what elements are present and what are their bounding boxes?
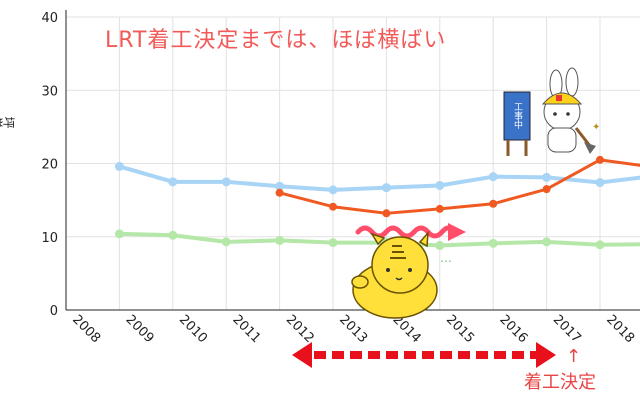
grid-lines bbox=[66, 16, 640, 310]
wavy-arrow-icon bbox=[355, 223, 466, 241]
data-point bbox=[168, 230, 178, 240]
data-point bbox=[221, 177, 231, 187]
series-line-0 bbox=[118, 164, 640, 192]
data-point bbox=[275, 181, 285, 191]
y-tick-label: 20 bbox=[41, 158, 58, 173]
y-tick-label: 40 bbox=[41, 11, 58, 26]
annotation-arrow-glyph: ↑ bbox=[566, 346, 581, 367]
data-point bbox=[488, 172, 498, 182]
tiger-mascot-icon: … bbox=[351, 230, 452, 319]
x-tick-label: 2016 bbox=[496, 312, 530, 346]
data-point bbox=[542, 185, 551, 194]
data-point bbox=[596, 155, 604, 164]
data-point bbox=[435, 204, 444, 213]
sign-text: 工事中 bbox=[512, 102, 523, 130]
x-tick-label: 2009 bbox=[123, 312, 157, 346]
y-tick-label: 30 bbox=[41, 84, 58, 99]
y-tick-label: 10 bbox=[41, 231, 58, 246]
data-point bbox=[542, 237, 552, 247]
data-point bbox=[168, 177, 178, 187]
data-point bbox=[381, 183, 391, 193]
x-tick-label: 2018 bbox=[603, 312, 637, 346]
x-tick-label: 2011 bbox=[229, 312, 263, 346]
data-point bbox=[542, 172, 552, 182]
annotation-label: 着工決定 bbox=[524, 372, 596, 393]
data-point bbox=[488, 238, 498, 248]
data-point bbox=[221, 237, 231, 247]
data-point bbox=[329, 202, 337, 211]
data-point bbox=[275, 188, 284, 197]
data-point bbox=[275, 235, 285, 245]
x-tick-label: 2008 bbox=[69, 312, 103, 346]
data-point bbox=[382, 209, 391, 218]
data-point bbox=[595, 240, 605, 250]
axes bbox=[65, 10, 640, 311]
y-tick-label: 0 bbox=[50, 304, 58, 319]
data-point bbox=[328, 238, 338, 248]
x-tick-label: 2015 bbox=[443, 312, 477, 346]
y-tick-labels: 0 10 20 30 40 bbox=[41, 11, 58, 319]
data-point bbox=[114, 229, 124, 239]
data-point bbox=[114, 161, 124, 171]
data-point bbox=[328, 185, 338, 195]
period-arrow bbox=[292, 342, 556, 368]
x-tick-label: 2017 bbox=[550, 312, 584, 346]
x-tick-label: 2010 bbox=[176, 312, 210, 346]
data-point bbox=[435, 241, 445, 251]
series-line-1 bbox=[279, 158, 640, 215]
svg-text:✦: ✦ bbox=[592, 122, 600, 133]
x-tick-label: 2012 bbox=[283, 312, 317, 346]
rabbit-worker-icon: 工事中 ✦ bbox=[503, 67, 600, 156]
y-axis-label: 坪単価 万円/坪 bbox=[0, 115, 15, 129]
data-point bbox=[595, 178, 605, 188]
data-point bbox=[435, 180, 445, 190]
svg-text:…: … bbox=[440, 251, 452, 265]
chart-title: LRT着工決定までは、ほぼ横ばい bbox=[105, 28, 446, 53]
data-point bbox=[489, 199, 498, 208]
x-tick-labels: 2008 2009 2010 2011 2012 2013 2014 2015 2016 2017… bbox=[69, 312, 637, 346]
x-tick-label: 2013 bbox=[336, 312, 370, 346]
